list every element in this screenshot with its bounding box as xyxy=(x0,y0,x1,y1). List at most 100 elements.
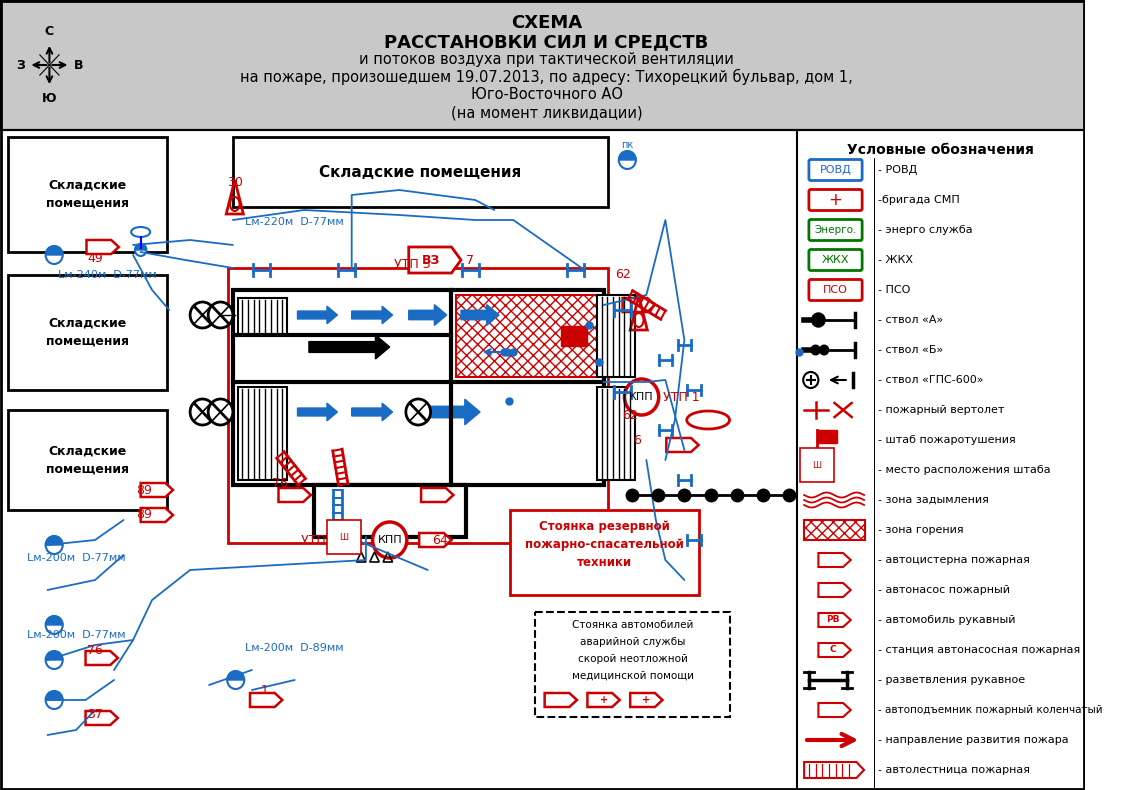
Text: Ю: Ю xyxy=(42,92,57,105)
Text: - зона горения: - зона горения xyxy=(879,525,964,535)
Text: Условные обозначения: Условные обозначения xyxy=(847,143,1034,157)
Text: Складские: Складские xyxy=(48,179,127,192)
Text: - ствол «ГПС-600»: - ствол «ГПС-600» xyxy=(879,375,984,385)
Text: УТП 2: УТП 2 xyxy=(301,533,338,547)
FancyBboxPatch shape xyxy=(535,612,730,717)
Wedge shape xyxy=(46,246,63,255)
Polygon shape xyxy=(666,438,698,452)
Text: Lм-200м  D-77мм: Lм-200м D-77мм xyxy=(26,553,126,563)
Polygon shape xyxy=(630,693,663,707)
Polygon shape xyxy=(419,533,452,547)
Wedge shape xyxy=(46,616,63,625)
Text: медицинской помощи: медицинской помощи xyxy=(572,671,694,681)
Text: С: С xyxy=(830,645,836,654)
Circle shape xyxy=(135,244,146,256)
FancyBboxPatch shape xyxy=(0,0,1085,130)
Text: - ствол «А»: - ствол «А» xyxy=(879,315,944,325)
FancyBboxPatch shape xyxy=(809,160,863,180)
Polygon shape xyxy=(87,240,119,254)
Text: 30: 30 xyxy=(227,175,243,189)
Circle shape xyxy=(208,302,233,328)
Text: +: + xyxy=(599,695,608,705)
Circle shape xyxy=(46,691,63,709)
Polygon shape xyxy=(818,553,851,567)
Polygon shape xyxy=(86,651,118,665)
Text: РАССТАНОВКИ СИЛ И СРЕДСТВ: РАССТАНОВКИ СИЛ И СРЕДСТВ xyxy=(385,33,709,51)
Text: помещения: помещения xyxy=(46,462,129,476)
Text: - автоцистерна пожарная: - автоцистерна пожарная xyxy=(879,555,1030,565)
Text: (на момент ликвидации): (на момент ликвидации) xyxy=(451,105,642,120)
Polygon shape xyxy=(140,508,173,522)
Text: скорой неотложной: скорой неотложной xyxy=(577,654,688,664)
Text: З: З xyxy=(16,58,25,72)
Text: - штаб пожаротушения: - штаб пожаротушения xyxy=(879,435,1015,445)
Circle shape xyxy=(46,616,63,634)
Text: помещения: помещения xyxy=(46,197,129,210)
Circle shape xyxy=(46,536,63,554)
Text: 1: 1 xyxy=(260,683,268,697)
Text: -бригада СМП: -бригада СМП xyxy=(879,195,960,205)
Text: 62: 62 xyxy=(615,269,631,281)
Text: 76: 76 xyxy=(273,476,289,490)
Circle shape xyxy=(406,399,430,425)
Text: Стоянка автомобилей: Стоянка автомобилей xyxy=(572,620,694,630)
Polygon shape xyxy=(623,298,655,312)
Text: Lм-240м  D-77мм: Lм-240м D-77мм xyxy=(58,270,156,280)
FancyBboxPatch shape xyxy=(8,410,168,510)
Text: В: В xyxy=(74,58,83,72)
Circle shape xyxy=(618,151,636,169)
Wedge shape xyxy=(618,151,636,160)
Text: - энерго служба: - энерго служба xyxy=(879,225,973,235)
Text: - зона задымления: - зона задымления xyxy=(879,495,989,505)
Text: 89: 89 xyxy=(137,509,153,521)
Text: аварийной службы: аварийной службы xyxy=(580,637,686,647)
Circle shape xyxy=(191,302,215,328)
Polygon shape xyxy=(818,583,851,597)
Polygon shape xyxy=(86,711,118,725)
Text: помещения: помещения xyxy=(46,335,129,348)
Ellipse shape xyxy=(687,411,729,429)
Text: 89: 89 xyxy=(137,483,153,496)
Text: - ПСО: - ПСО xyxy=(879,285,911,295)
Text: РВ: РВ xyxy=(826,615,840,625)
Text: - место расположения штаба: - место расположения штаба xyxy=(879,465,1051,475)
Polygon shape xyxy=(408,305,447,325)
FancyBboxPatch shape xyxy=(237,387,288,480)
FancyBboxPatch shape xyxy=(809,220,863,240)
Wedge shape xyxy=(46,651,63,660)
Polygon shape xyxy=(278,488,310,502)
FancyBboxPatch shape xyxy=(817,430,837,443)
Polygon shape xyxy=(351,403,393,421)
Text: - пожарный вертолет: - пожарный вертолет xyxy=(879,405,1005,415)
Text: - РОВД: - РОВД xyxy=(879,165,917,175)
Text: Lм-200м  D-77мм: Lм-200м D-77мм xyxy=(26,630,126,640)
Text: 7: 7 xyxy=(466,254,474,266)
Polygon shape xyxy=(588,693,620,707)
Text: пк: пк xyxy=(621,140,633,150)
Text: Складские помещения: Складские помещения xyxy=(319,164,521,179)
Text: КПП: КПП xyxy=(630,392,654,402)
Wedge shape xyxy=(46,691,63,700)
FancyBboxPatch shape xyxy=(237,298,288,335)
Wedge shape xyxy=(135,244,146,250)
Text: УТП 3: УТП 3 xyxy=(395,258,431,272)
FancyBboxPatch shape xyxy=(809,280,863,300)
Text: С: С xyxy=(44,25,54,38)
Polygon shape xyxy=(408,247,461,273)
Text: +: + xyxy=(828,191,842,209)
Text: Энерго.: Энерго. xyxy=(815,225,857,235)
Text: РОВД: РОВД xyxy=(819,165,851,175)
Text: - направление развития пожара: - направление развития пожара xyxy=(879,735,1069,745)
Text: Lм-200м  D-89мм: Lм-200м D-89мм xyxy=(245,643,343,653)
Circle shape xyxy=(191,399,215,425)
Circle shape xyxy=(811,313,825,327)
FancyBboxPatch shape xyxy=(8,137,168,252)
Circle shape xyxy=(46,651,63,669)
FancyBboxPatch shape xyxy=(597,295,634,377)
Text: - разветвления рукавное: - разветвления рукавное xyxy=(879,675,1026,685)
Circle shape xyxy=(810,344,820,356)
Text: 49: 49 xyxy=(87,251,103,265)
Text: СХЕМА: СХЕМА xyxy=(511,14,582,32)
Text: - автолестница пожарная: - автолестница пожарная xyxy=(879,765,1030,775)
Text: - ствол «Б»: - ствол «Б» xyxy=(879,345,944,355)
